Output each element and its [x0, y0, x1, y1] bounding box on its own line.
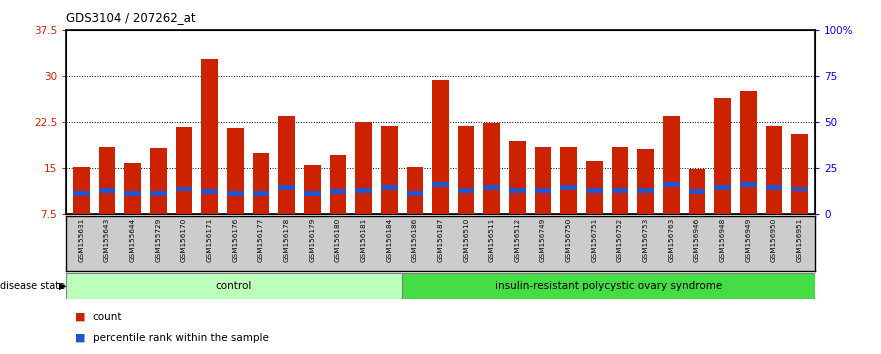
Text: GDS3104 / 207262_at: GDS3104 / 207262_at [66, 11, 196, 24]
Text: GSM156187: GSM156187 [438, 218, 443, 262]
Bar [73, 191, 90, 196]
Text: GSM156186: GSM156186 [411, 218, 418, 262]
Text: GSM156946: GSM156946 [694, 218, 700, 262]
Bar [637, 188, 654, 193]
Text: ■: ■ [75, 312, 85, 322]
Text: GSM156749: GSM156749 [540, 218, 546, 262]
Text: GSM156752: GSM156752 [617, 218, 623, 262]
Bar [714, 185, 731, 190]
Text: GSM156171: GSM156171 [207, 218, 212, 262]
Text: GSM156178: GSM156178 [284, 218, 290, 262]
Bar [406, 167, 423, 260]
Text: ▶: ▶ [59, 281, 67, 291]
Text: GSM156750: GSM156750 [566, 218, 572, 262]
Bar [433, 80, 448, 260]
Text: GSM156751: GSM156751 [591, 218, 597, 262]
Bar [458, 188, 475, 193]
Bar [124, 191, 141, 196]
Text: GSM156184: GSM156184 [386, 218, 392, 262]
Text: disease state: disease state [0, 281, 65, 291]
Bar [791, 135, 808, 260]
Bar [740, 91, 757, 260]
Text: GSM156763: GSM156763 [669, 218, 674, 262]
Text: GSM156177: GSM156177 [258, 218, 264, 262]
Text: GSM156951: GSM156951 [796, 218, 803, 262]
Text: GSM156950: GSM156950 [771, 218, 777, 262]
Text: GSM156170: GSM156170 [181, 218, 187, 262]
Text: ■: ■ [75, 333, 85, 343]
Bar [227, 128, 244, 260]
Bar [381, 185, 397, 190]
Bar [381, 126, 397, 260]
Text: GSM156948: GSM156948 [720, 218, 726, 262]
Text: count: count [93, 312, 122, 322]
Bar [99, 147, 115, 260]
Bar [740, 182, 757, 187]
Bar [406, 191, 423, 196]
Bar [663, 116, 679, 260]
Bar [329, 189, 346, 194]
Bar [509, 188, 526, 193]
Text: GSM156949: GSM156949 [745, 218, 751, 262]
Bar [124, 163, 141, 260]
Bar [355, 122, 372, 260]
Bar [73, 167, 90, 260]
Bar [278, 116, 295, 260]
Text: insulin-resistant polycystic ovary syndrome: insulin-resistant polycystic ovary syndr… [495, 281, 722, 291]
Bar [458, 126, 475, 260]
Bar [611, 188, 628, 193]
Bar [433, 182, 448, 187]
Text: GSM156511: GSM156511 [489, 218, 495, 262]
Text: GSM155643: GSM155643 [104, 218, 110, 262]
Bar [689, 169, 706, 260]
Text: GSM156181: GSM156181 [360, 218, 366, 262]
Bar [484, 123, 500, 260]
Text: GSM156512: GSM156512 [515, 218, 521, 262]
Bar [689, 189, 706, 194]
Bar [150, 148, 167, 260]
Text: control: control [216, 281, 252, 291]
Bar [253, 191, 270, 196]
Text: GSM156176: GSM156176 [233, 218, 239, 262]
Bar [304, 191, 321, 196]
Bar [66, 273, 402, 299]
Bar [175, 127, 192, 260]
Bar [227, 191, 244, 196]
Bar [791, 187, 808, 192]
Bar [402, 273, 815, 299]
Bar [611, 147, 628, 260]
Bar [329, 155, 346, 260]
Bar [663, 182, 679, 187]
Bar [484, 185, 500, 190]
Text: percentile rank within the sample: percentile rank within the sample [93, 333, 269, 343]
Text: GSM155631: GSM155631 [78, 218, 85, 262]
Bar [99, 188, 115, 193]
Bar [535, 147, 552, 260]
Bar [560, 147, 577, 260]
Text: GSM156510: GSM156510 [463, 218, 470, 262]
Text: GSM156179: GSM156179 [309, 218, 315, 262]
Bar [637, 149, 654, 260]
Bar [253, 153, 270, 260]
Bar [202, 59, 218, 260]
Text: GSM156180: GSM156180 [335, 218, 341, 262]
Text: GSM156753: GSM156753 [642, 218, 648, 262]
Bar [355, 188, 372, 193]
Text: GSM155644: GSM155644 [130, 218, 136, 262]
Bar [509, 141, 526, 260]
Bar [175, 187, 192, 192]
Bar [766, 185, 782, 190]
Bar [278, 185, 295, 190]
Bar [304, 165, 321, 260]
Text: GSM155729: GSM155729 [155, 218, 161, 262]
Bar [150, 191, 167, 196]
Bar [714, 98, 731, 260]
Bar [202, 189, 218, 194]
Bar [766, 126, 782, 260]
Bar [586, 161, 603, 260]
Bar [560, 185, 577, 190]
Bar [535, 188, 552, 193]
Bar [586, 188, 603, 193]
